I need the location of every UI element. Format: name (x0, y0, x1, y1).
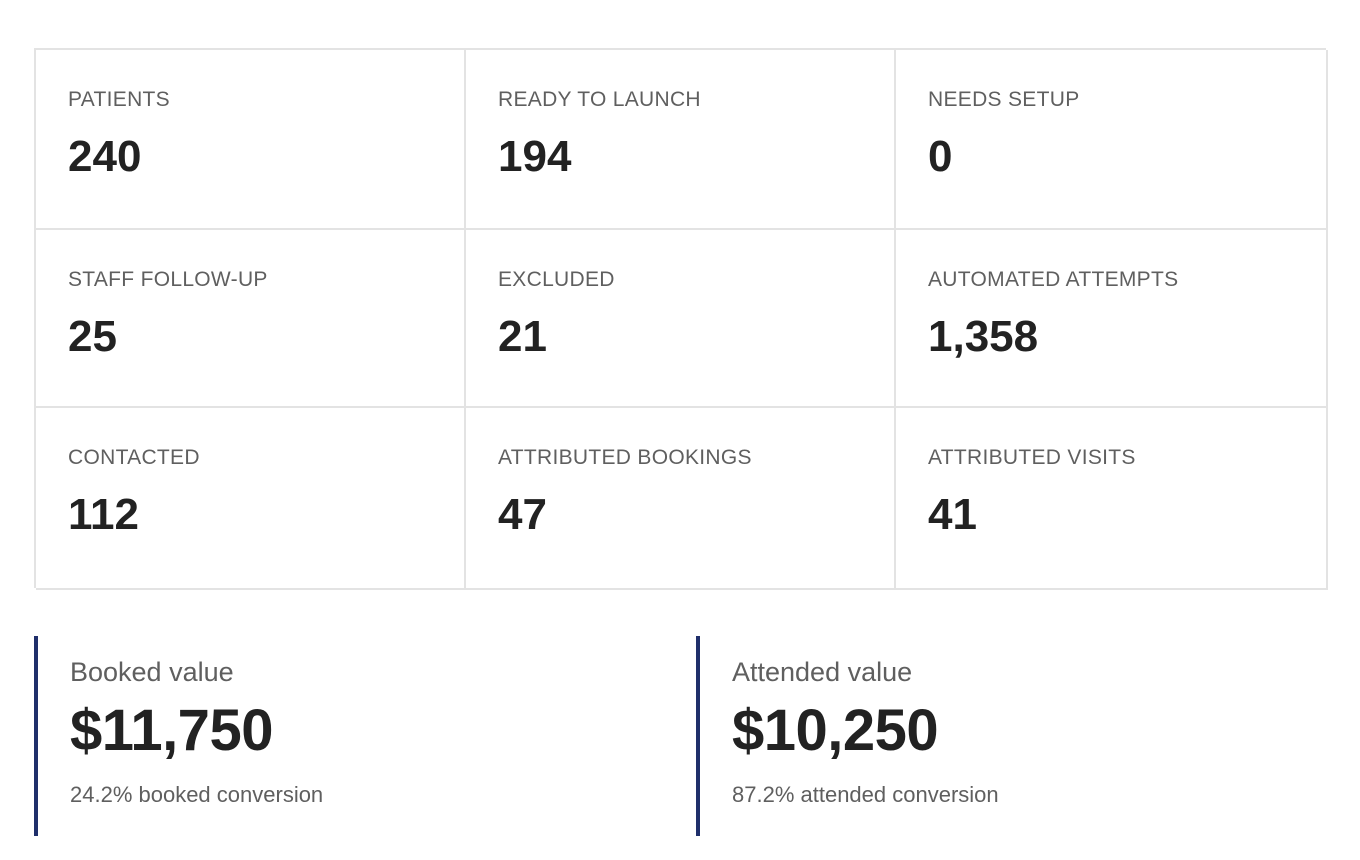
stat-value: 41 (928, 490, 977, 539)
stat-value: 47 (498, 490, 547, 539)
booked-value-card: Booked value $11,750 24.2% booked conver… (34, 636, 654, 836)
stats-grid: PATIENTS 240 READY TO LAUNCH 194 NEEDS S… (34, 48, 1328, 590)
stat-card-attributed-visits: ATTRIBUTED VISITS 41 (896, 408, 1328, 590)
attended-value-amount: $10,250 (732, 698, 939, 763)
attended-conversion-note: 87.2% attended conversion (732, 782, 999, 807)
attended-value-label: Attended value (732, 657, 913, 687)
stat-label: ATTRIBUTED VISITS (928, 446, 1136, 469)
stat-card-staff-follow-up: STAFF FOLLOW-UP 25 (36, 230, 466, 408)
stat-card-automated-attempts: AUTOMATED ATTEMPTS 1,358 (896, 230, 1328, 408)
attended-value-card: Attended value $10,250 87.2% attended co… (696, 636, 1316, 836)
stat-label: NEEDS SETUP (928, 88, 1080, 111)
stat-label: AUTOMATED ATTEMPTS (928, 268, 1179, 291)
stat-value: 112 (68, 490, 139, 539)
stat-card-patients: PATIENTS 240 (36, 50, 466, 230)
stat-card-excluded: EXCLUDED 21 (466, 230, 896, 408)
stat-value: 194 (498, 132, 572, 181)
stat-value: 25 (68, 312, 117, 361)
stat-value: 1,358 (928, 312, 1039, 361)
stat-card-ready-to-launch: READY TO LAUNCH 194 (466, 50, 896, 230)
stat-value: 0 (928, 132, 953, 181)
stat-card-contacted: CONTACTED 112 (36, 408, 466, 590)
stat-label: CONTACTED (68, 446, 200, 469)
stat-label: ATTRIBUTED BOOKINGS (498, 446, 752, 469)
stat-label: EXCLUDED (498, 268, 615, 291)
stat-label: PATIENTS (68, 88, 170, 111)
booked-value-label: Booked value (70, 657, 234, 687)
stat-card-attributed-bookings: ATTRIBUTED BOOKINGS 47 (466, 408, 896, 590)
stat-label: READY TO LAUNCH (498, 88, 701, 111)
booked-conversion-note: 24.2% booked conversion (70, 782, 324, 807)
stat-label: STAFF FOLLOW-UP (68, 268, 268, 291)
booked-value-amount: $11,750 (70, 698, 273, 763)
stat-value: 21 (498, 312, 547, 361)
stat-value: 240 (68, 132, 142, 181)
stat-card-needs-setup: NEEDS SETUP 0 (896, 50, 1328, 230)
